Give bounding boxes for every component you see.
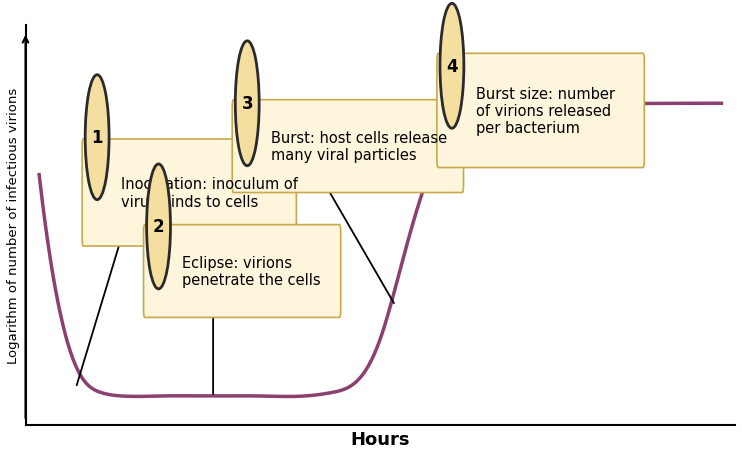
FancyBboxPatch shape <box>437 54 644 168</box>
Text: 2: 2 <box>153 218 165 236</box>
Text: Eclipse: virions
penetrate the cells: Eclipse: virions penetrate the cells <box>183 255 321 288</box>
X-axis label: Hours: Hours <box>350 430 410 448</box>
Text: 3: 3 <box>241 95 253 113</box>
FancyBboxPatch shape <box>82 140 296 247</box>
FancyBboxPatch shape <box>232 101 464 193</box>
Y-axis label: Logarithm of number of infectious virions: Logarithm of number of infectious virion… <box>7 87 20 363</box>
Circle shape <box>147 165 171 289</box>
Text: Inoculation: inoculum of
virus binds to cells: Inoculation: inoculum of virus binds to … <box>121 177 298 209</box>
Circle shape <box>235 42 259 167</box>
Text: 1: 1 <box>91 129 103 147</box>
Circle shape <box>85 76 109 200</box>
FancyBboxPatch shape <box>143 225 341 318</box>
Text: Burst: host cells release
many viral particles: Burst: host cells release many viral par… <box>271 131 447 163</box>
Circle shape <box>440 5 464 129</box>
Text: Burst size: number
of virions released
per bacterium: Burst size: number of virions released p… <box>476 86 615 136</box>
Text: 4: 4 <box>446 58 458 76</box>
